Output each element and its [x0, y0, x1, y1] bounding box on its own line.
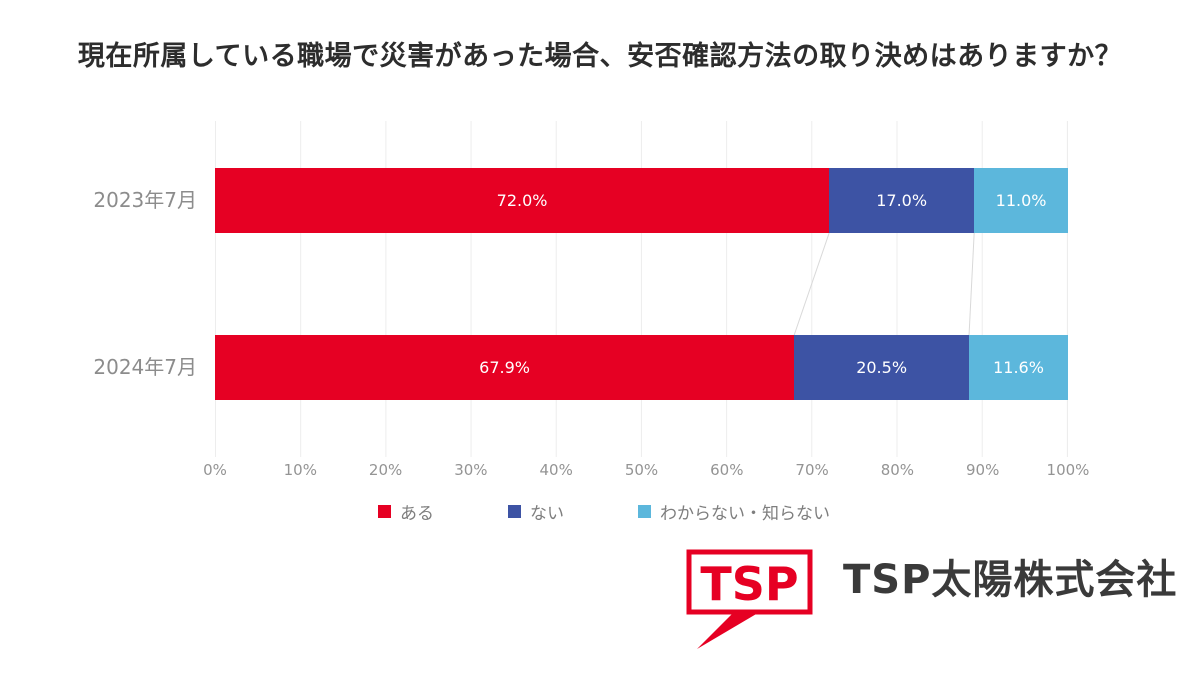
legend-swatch [378, 505, 391, 518]
bar-segment: 67.9% [215, 335, 795, 400]
legend-swatch [508, 505, 521, 518]
x-tick-label: 40% [539, 461, 573, 479]
plot-area: 2023年7月 72.0% 17.0% 11.0% 2024年7月 67.9% 20.5% 1… [93, 121, 1068, 457]
bar-segment: 17.0% [829, 168, 975, 233]
legend: ある ない わからない・知らない [378, 499, 830, 524]
chart-title: 現在所属している職場で災害があった場合、安否確認方法の取り決めはありますか？ [77, 41, 1123, 72]
legend-label: わからない・知らない [660, 504, 830, 524]
legend-label: ない [530, 504, 564, 524]
bar-value-label: 67.9% [479, 358, 530, 377]
x-tick-label: 0% [203, 461, 227, 479]
legend-item: わからない・知らない [638, 499, 830, 524]
x-tick-label: 100% [1046, 461, 1090, 479]
x-tick-label: 30% [454, 461, 488, 479]
x-tick-label: 90% [966, 461, 1000, 479]
bar-value-label: 17.0% [876, 191, 928, 210]
bar-value-label: 20.5% [856, 358, 908, 377]
x-tick-label: 60% [710, 461, 744, 479]
category-label: 2024年7月 [93, 355, 197, 379]
legend-item: ない [508, 499, 564, 524]
legend-swatch [638, 505, 651, 518]
tsp-logo-icon: TSP [686, 549, 813, 649]
category-label: 2023年7月 [93, 188, 197, 212]
bar-segment: 20.5% [794, 335, 970, 400]
bar-segment: 72.0% [215, 168, 830, 233]
x-tick-label: 80% [880, 461, 915, 479]
bar-row: 2023年7月 72.0% 17.0% 11.0% [93, 168, 1068, 233]
x-tick-label: 50% [624, 461, 659, 479]
x-tick-label: 20% [368, 461, 403, 479]
bar-segment: 11.0% [974, 168, 1068, 233]
bar-segment: 11.6% [969, 335, 1068, 400]
logo-bubble-tail [697, 610, 763, 649]
x-tick-label: 10% [283, 461, 317, 479]
bar-row: 2024年7月 67.9% 20.5% 11.6% [93, 335, 1068, 400]
bar-value-label: 72.0% [496, 191, 548, 210]
connector-lines [215, 233, 1068, 335]
x-tick-label: 70% [795, 461, 829, 479]
x-axis: 0% 10% 20% 30% 40% 50% 60% 70% 80% 90% 100% [203, 461, 1089, 479]
bar-value-label: 11.0% [995, 191, 1047, 210]
legend-label: ある [400, 504, 434, 524]
company-name: TSP太陽株式会社 [843, 557, 1178, 603]
connector-line [969, 233, 974, 335]
bar-value-label: 11.6% [993, 358, 1044, 377]
legend-item: ある [378, 499, 434, 524]
logo-badge-text: TSP [700, 557, 798, 611]
connector-line [794, 233, 829, 335]
